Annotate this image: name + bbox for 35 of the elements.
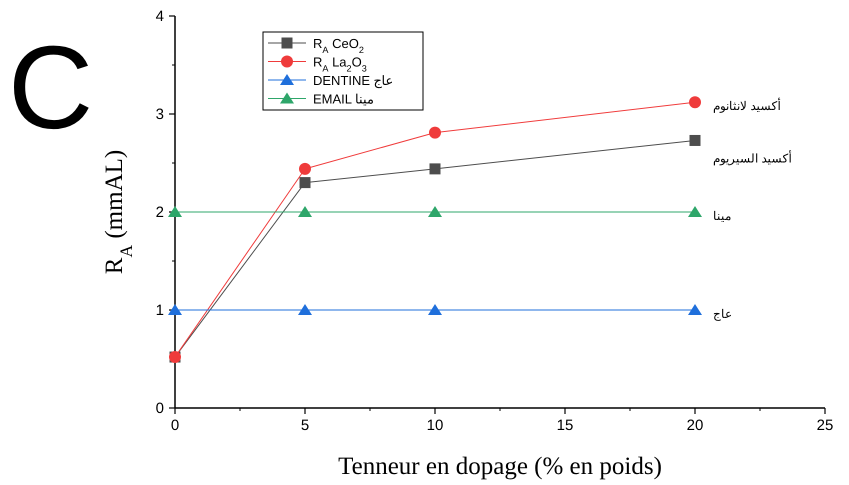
point (298, 206, 312, 217)
point (299, 162, 311, 175)
annotation: مينا (713, 209, 731, 223)
y-tick-label: 3 (156, 106, 164, 123)
text: C (8, 22, 94, 154)
y-tick-label: 4 (156, 8, 164, 25)
annotation: أكسيد لانثانوم (713, 98, 780, 114)
point (168, 304, 182, 315)
point (688, 304, 702, 315)
x-tick-label: 15 (556, 417, 574, 434)
point (429, 126, 441, 139)
point (298, 304, 312, 315)
x-tick-label: 20 (686, 417, 704, 434)
point (300, 177, 310, 188)
annotation: أكسيد السيريوم (713, 150, 792, 166)
y-tick-label: 1 (156, 302, 164, 319)
point (690, 134, 700, 146)
x-tick-label: 0 (170, 417, 180, 434)
point (428, 304, 442, 315)
point (430, 163, 440, 174)
x-tick-label: 25 (816, 417, 834, 434)
x-tick-label: 10 (426, 417, 444, 434)
x-axis-title: Tenneur en dopage (% en poids) (338, 453, 662, 480)
point (168, 206, 182, 217)
point (688, 206, 702, 217)
legend-label: R$_{A}$ La$_{2}$O$_{3}$ (313, 54, 367, 74)
x-tick-label: 5 (300, 417, 310, 434)
y-tick-label: 0 (156, 400, 164, 417)
legend-label: R$_{A}$ CeO$_{2}$ (313, 36, 364, 55)
point (689, 96, 701, 108)
annotation: عاج (713, 307, 732, 321)
y-tick-label: 2 (156, 204, 164, 221)
legend-label: DENTINE عاج (313, 73, 394, 89)
point (428, 206, 442, 217)
legend-label: EMAIL مينا (313, 92, 374, 106)
